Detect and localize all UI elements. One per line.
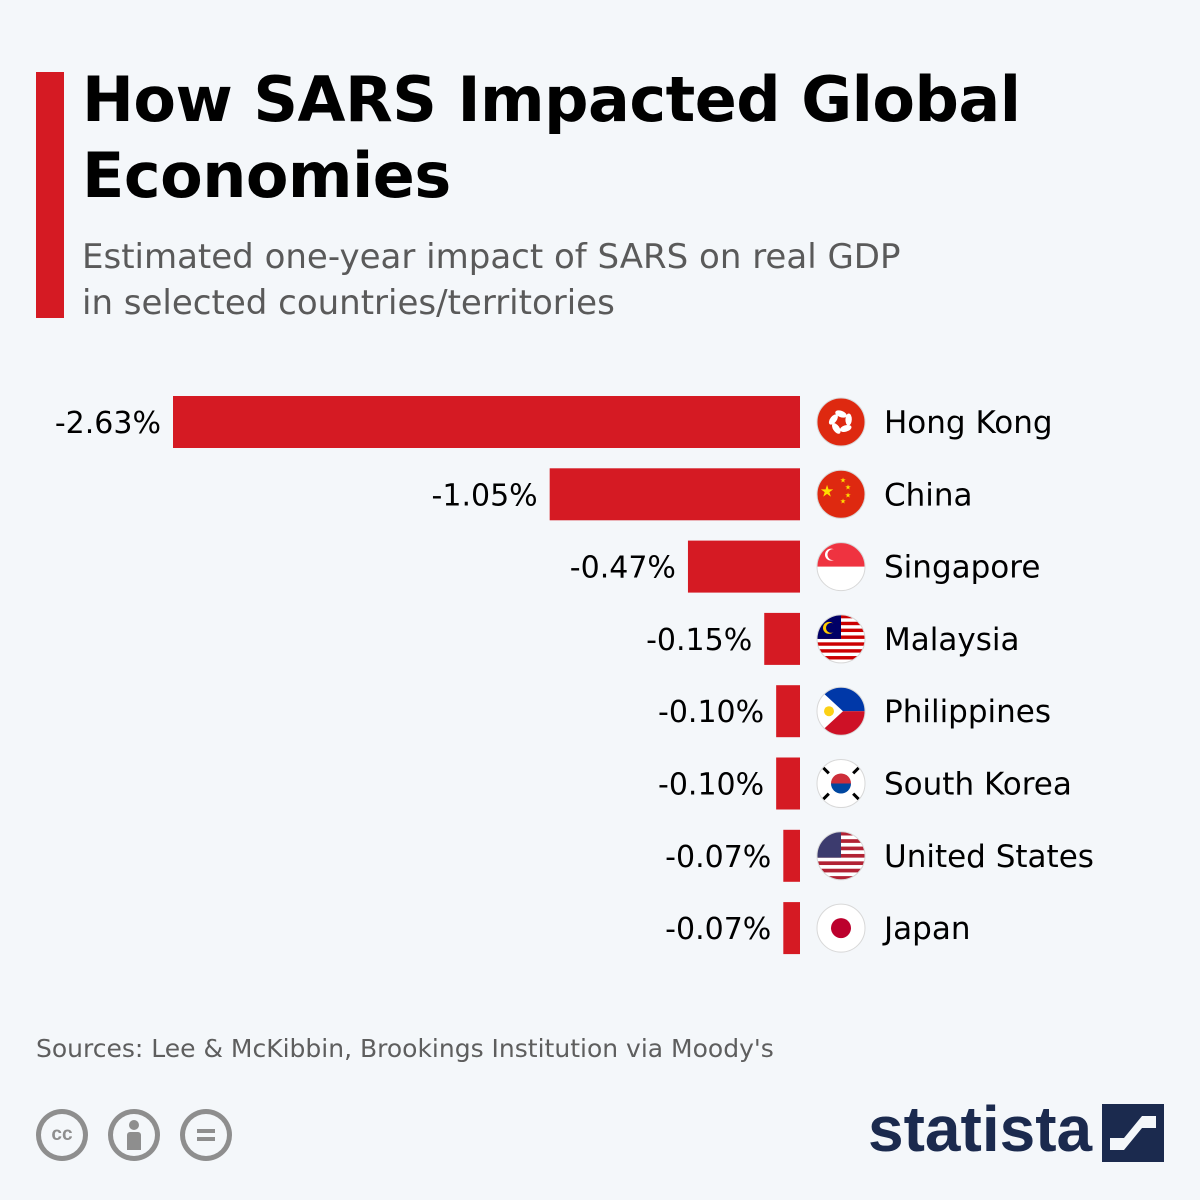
svg-text:★: ★ bbox=[845, 491, 851, 499]
svg-text:★: ★ bbox=[840, 476, 846, 484]
svg-text:★: ★ bbox=[840, 497, 846, 505]
value-label: -2.63% bbox=[55, 406, 161, 441]
malaysia-flag-icon bbox=[816, 614, 866, 664]
value-label: -0.07% bbox=[665, 840, 771, 875]
no-derivatives-icon[interactable] bbox=[180, 1109, 232, 1161]
category-label: Singapore bbox=[884, 550, 1040, 586]
value-label: -0.07% bbox=[665, 912, 771, 947]
svg-text:★: ★ bbox=[820, 481, 834, 500]
bar-singapore bbox=[687, 540, 800, 593]
bar-malaysia bbox=[764, 612, 800, 665]
title-text: How SARS Impacted Global Economies bbox=[82, 63, 1021, 212]
bar-china bbox=[549, 468, 800, 521]
bar-philippines bbox=[776, 685, 800, 738]
philippines-flag-icon bbox=[816, 686, 866, 736]
subtitle-line-1: Estimated one-year impact of SARS on rea… bbox=[82, 237, 901, 277]
statista-logo-icon[interactable] bbox=[1102, 1104, 1164, 1162]
subtitle-line-2: in selected countries/territories bbox=[82, 283, 615, 323]
value-label: -0.15% bbox=[646, 623, 752, 658]
japan-flag-icon bbox=[816, 903, 866, 953]
bar-hong-kong bbox=[173, 396, 800, 448]
united-states-flag-icon bbox=[816, 831, 866, 881]
value-label: -0.10% bbox=[658, 768, 764, 803]
category-label: Hong Kong bbox=[884, 405, 1053, 441]
svg-text:★: ★ bbox=[845, 483, 851, 491]
category-label: China bbox=[884, 477, 973, 513]
category-label: United States bbox=[884, 839, 1094, 875]
value-label: -1.05% bbox=[432, 478, 538, 513]
bar-south-korea bbox=[776, 757, 800, 810]
value-label: -0.10% bbox=[658, 695, 764, 730]
bar-chart: -2.63% Hong Kong-1.05% ★★★★★ China-0.47% Sin… bbox=[55, 396, 1094, 955]
cc-icon[interactable]: cc bbox=[36, 1109, 88, 1161]
category-label: South Korea bbox=[884, 767, 1072, 803]
title-accent-bar bbox=[36, 72, 64, 318]
chart-subtitle: Estimated one-year impact of SARS on rea… bbox=[82, 234, 1082, 326]
hong-kong-flag-icon bbox=[816, 397, 866, 447]
bar-japan bbox=[783, 902, 800, 955]
source-note: Sources: Lee & McKibbin, Brookings Insti… bbox=[36, 1034, 774, 1063]
statista-logo-text[interactable]: statista bbox=[868, 1093, 1093, 1165]
value-label: -0.47% bbox=[570, 551, 676, 586]
south-korea-flag-icon bbox=[816, 759, 866, 808]
chart-title: How SARS Impacted Global Economies bbox=[82, 62, 1082, 214]
singapore-flag-icon bbox=[816, 542, 866, 592]
bar-united-states bbox=[783, 829, 800, 882]
category-label: Philippines bbox=[884, 694, 1051, 730]
category-label: Japan bbox=[882, 911, 970, 947]
by-attribution-icon[interactable] bbox=[108, 1109, 160, 1161]
china-flag-icon: ★★★★★ bbox=[816, 469, 866, 519]
category-label: Malaysia bbox=[884, 622, 1019, 658]
